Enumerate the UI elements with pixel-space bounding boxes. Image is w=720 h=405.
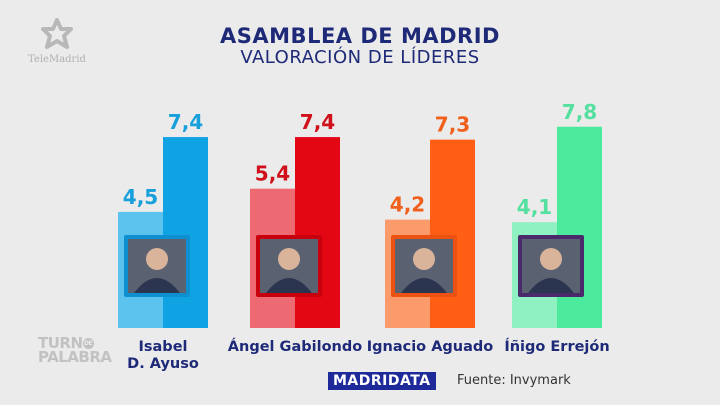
chart-subtitle: VALORACIÓN DE LÍDERES (240, 47, 480, 68)
candidate-body-1 (266, 278, 312, 293)
value-label-lower-0: 4,5 (123, 185, 158, 209)
candidate-name-3-0: Íñigo Errejón (504, 338, 609, 355)
value-label-lower-1: 5,4 (255, 162, 290, 186)
bar-higher-0 (163, 137, 208, 328)
palabra-text: PALABRA (38, 348, 112, 366)
candidate-name-0-1: D. Ayuso (127, 356, 199, 372)
bar-higher-1 (295, 137, 340, 328)
candidate-head-2 (413, 248, 435, 270)
candidate-name-2-0: Ignacio Aguado (367, 339, 494, 355)
value-label-higher-1: 7,4 (300, 110, 335, 134)
bar-higher-3 (557, 126, 602, 328)
value-label-lower-3: 4,1 (517, 195, 552, 219)
candidate-head-1 (278, 248, 300, 270)
candidate-name-0-0: Isabel (139, 339, 188, 355)
telemadrid-logo: TeleMadrid (22, 18, 92, 65)
logo-text: TeleMadrid (28, 54, 86, 65)
turno-text: TURN (38, 334, 83, 352)
candidate-body-2 (401, 278, 447, 293)
value-label-lower-2: 4,2 (390, 193, 425, 217)
star-logo-icon (41, 18, 73, 49)
candidate-body-0 (134, 278, 180, 293)
chart-title: ASAMBLEA DE MADRID (220, 24, 500, 48)
de-badge: DE (82, 338, 94, 349)
source-text: Fuente: Invymark (457, 373, 571, 388)
madridata-brand: MADRIDATA (328, 372, 436, 390)
bar-higher-2 (430, 139, 475, 328)
candidate-body-3 (528, 278, 574, 293)
value-label-higher-3: 7,8 (562, 100, 597, 124)
candidate-head-0 (146, 248, 168, 270)
turno-de-palabra-logo: TURNDE PALABRA (38, 334, 112, 366)
value-label-higher-0: 7,4 (168, 110, 203, 134)
candidate-name-1-0: Ángel Gabilondo (228, 338, 362, 355)
value-label-higher-2: 7,3 (435, 113, 470, 137)
candidate-head-3 (540, 248, 562, 270)
